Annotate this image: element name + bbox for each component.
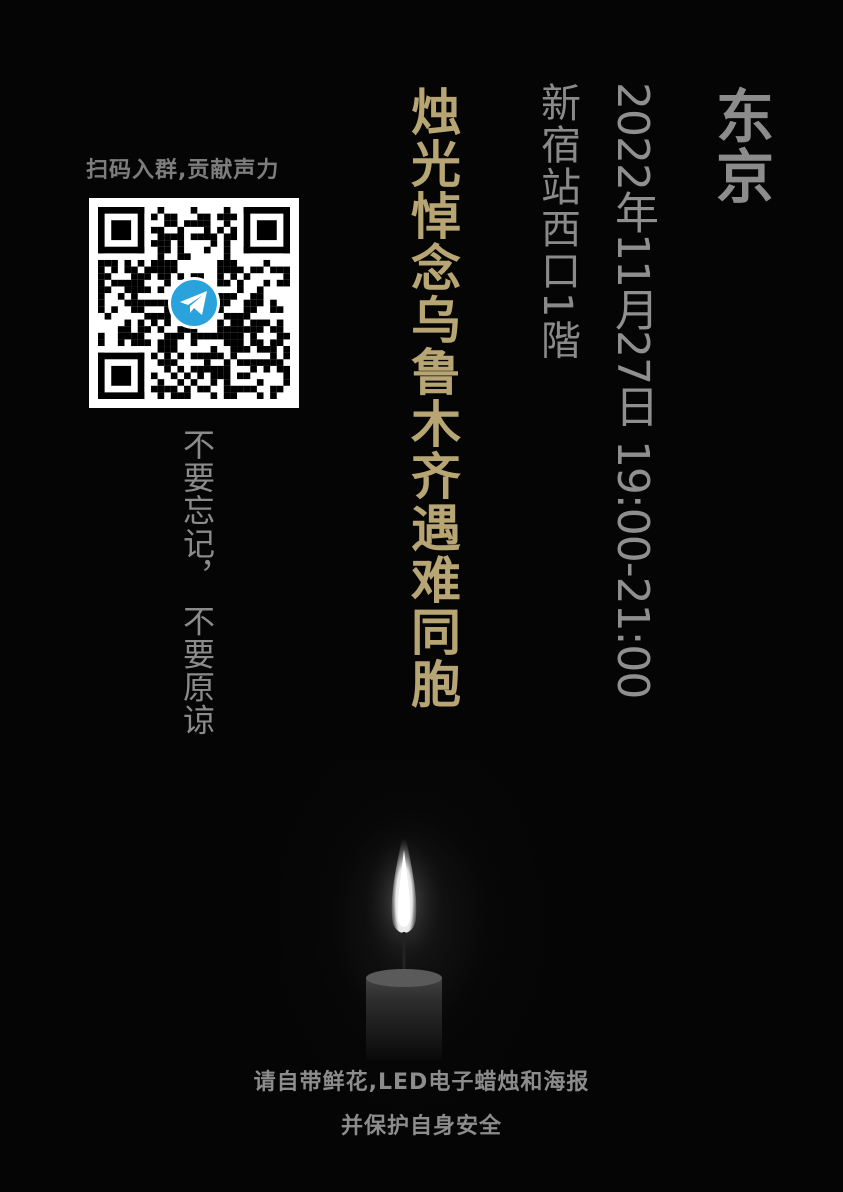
qr-pattern	[98, 207, 290, 399]
slogan: 不要忘记， 不要原谅	[178, 428, 216, 737]
candle-icon	[358, 822, 450, 1060]
notice-line-2: 并保护自身安全	[340, 1114, 502, 1139]
headline: 烛光悼念乌鲁木齐遇难同胞	[403, 86, 461, 710]
event-datetime: 2022年11月27日 19:00-21:00	[607, 82, 658, 699]
city-title: 东京	[706, 86, 774, 206]
notice-line-1: 请自带鲜花,LED电子蜡烛和海报	[253, 1070, 590, 1095]
qr-caption: 扫码入群,贡献声力	[86, 158, 280, 183]
telegram-icon	[168, 277, 220, 329]
event-venue: 新宿站西口1階	[534, 82, 580, 362]
qr-code[interactable]	[89, 198, 299, 408]
